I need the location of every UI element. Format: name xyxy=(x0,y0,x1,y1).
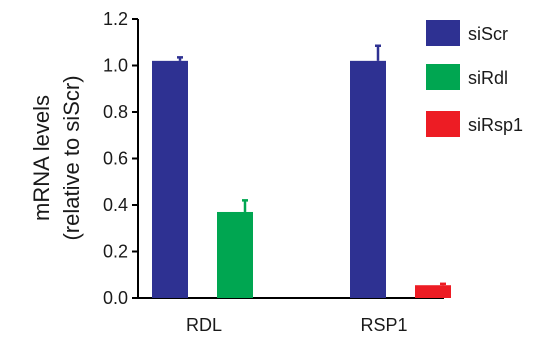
y-tick-label: 0.4 xyxy=(103,195,128,215)
y-axis-title-line-1: mRNA levels xyxy=(29,95,54,221)
y-tick-label: 0.6 xyxy=(103,149,128,169)
bar-siRsp1-RSP1 xyxy=(415,285,451,298)
bar-siRdl-RDL xyxy=(217,211,253,298)
bar-siScr-RSP1 xyxy=(350,60,386,298)
y-tick-label: 1.2 xyxy=(103,9,128,29)
bar-siScr-RDL xyxy=(152,60,188,298)
x-tick-labels: RDL RSP1 xyxy=(186,315,408,335)
legend-swatch-siRsp1 xyxy=(426,111,460,137)
legend-label-siRsp1: siRsp1 xyxy=(468,115,523,135)
legend-label-siRdl: siRdl xyxy=(468,68,508,88)
legend: siScr siRdl siRsp1 xyxy=(426,20,523,137)
axes: 0.0 0.2 0.4 0.6 0.8 1.0 1.2 xyxy=(103,9,444,308)
legend-swatch-siRdl xyxy=(426,64,460,90)
y-axis-title: mRNA levels (relative to siScr) xyxy=(29,75,84,240)
legend-swatch-siScr xyxy=(426,20,460,46)
bars xyxy=(152,44,451,298)
y-tick-label: 0.0 xyxy=(103,288,128,308)
x-tick-label-RSP1: RSP1 xyxy=(360,315,407,335)
y-tick-label: 1.0 xyxy=(103,56,128,76)
y-tick-label: 0.8 xyxy=(103,102,128,122)
y-axis-title-line-2: (relative to siScr) xyxy=(59,75,84,240)
y-tick-label: 0.2 xyxy=(103,242,128,262)
x-tick-label-RDL: RDL xyxy=(186,315,222,335)
legend-label-siScr: siScr xyxy=(468,24,508,44)
